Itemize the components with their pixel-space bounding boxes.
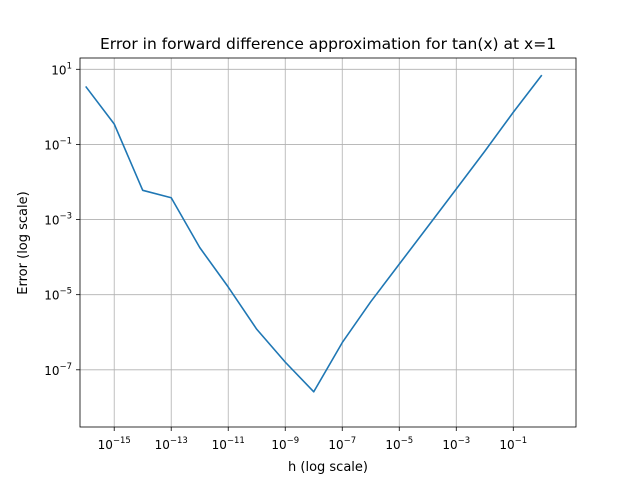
x-tick-label: 10−5	[385, 436, 413, 452]
chart-title: Error in forward difference approximatio…	[100, 35, 556, 53]
plot-area	[85, 74, 543, 393]
y-tick-label: 101	[51, 61, 72, 77]
x-tick-label: 10−13	[155, 436, 188, 452]
axis-ticks: 10−15 10−13 10−11 10−9 10−7 10−5 10−3 10−1 101 10…	[44, 61, 527, 452]
y-axis-label: Error (log scale)	[16, 191, 31, 294]
y-tick-label: 10−1	[44, 136, 72, 152]
series-line	[85, 74, 543, 393]
y-tick-label: 10−7	[44, 362, 72, 378]
x-tick-label: 10−15	[98, 436, 131, 452]
axes-frame	[79, 57, 577, 428]
x-tick-label: 10−11	[212, 436, 245, 452]
y-tick-label: 10−3	[44, 212, 72, 228]
x-tick-label: 10−9	[271, 436, 299, 452]
x-tick-label: 10−3	[442, 436, 470, 452]
x-tick-label: 10−1	[499, 436, 527, 452]
x-axis-label: h (log scale)	[288, 460, 368, 475]
grid	[80, 58, 576, 427]
x-tick-label: 10−7	[328, 436, 356, 452]
y-tick-label: 10−5	[44, 287, 72, 303]
